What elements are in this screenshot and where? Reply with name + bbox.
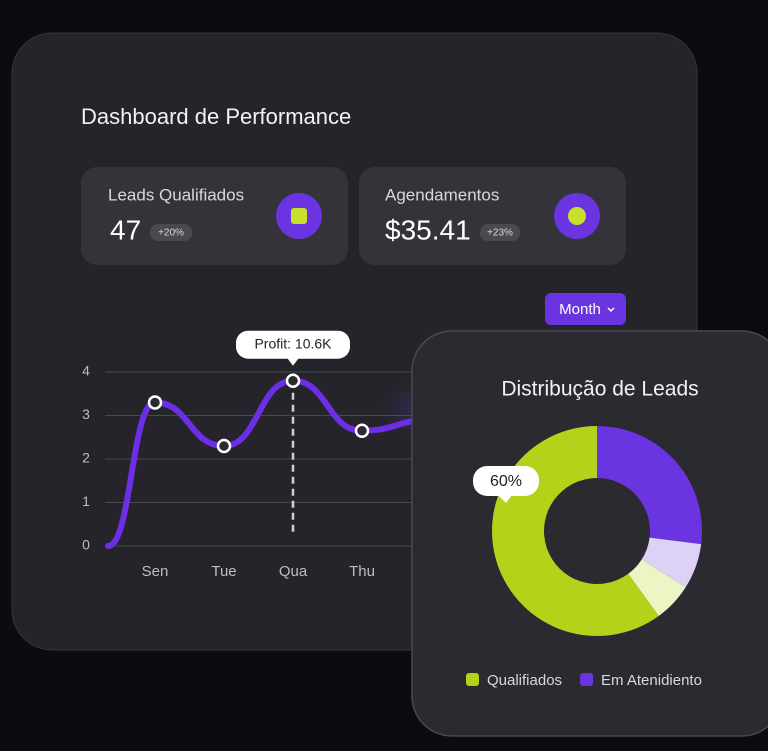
legend-swatch [466, 673, 479, 686]
tooltip [236, 330, 350, 359]
kpi-label: Agendamentos [385, 185, 499, 204]
kpi-card [359, 167, 626, 265]
value-label-pointer [498, 495, 512, 503]
donut-slice [628, 559, 686, 616]
y-tick-label: 3 [82, 406, 90, 422]
donut-slice [597, 426, 702, 545]
kpi-card [81, 167, 348, 265]
donut-title: Distribução de Leads [501, 378, 698, 401]
x-tick-label: Tue [211, 563, 236, 580]
donut-slice [641, 537, 702, 588]
x-tick-label: Qua [279, 563, 308, 580]
x-tick-label: Sen [142, 563, 169, 580]
dropdown-caret [607, 307, 615, 313]
legend-label: Em Atenidiento [601, 672, 702, 689]
month-button[interactable] [545, 293, 626, 325]
y-tick-label: 1 [82, 493, 90, 509]
line-chart: 0 1 2 3 4 Sen Tue Qua Thu Profit: 10.6K [82, 330, 434, 580]
kpi-value: 47 [110, 214, 141, 245]
kpi-change: +20% [158, 228, 184, 239]
y-tick-label: 2 [82, 450, 90, 466]
leads-card [411, 330, 768, 737]
x-tick-label: Thu [349, 563, 375, 580]
donut-chart: 60% Qualifiados Em Atenidiento [466, 426, 702, 689]
point [216, 438, 232, 454]
kpi-badge [150, 224, 192, 241]
kpi-badge [480, 224, 520, 241]
dashboard-title: Dashboard de Performance [81, 104, 351, 129]
kpi-icon-glyph [568, 207, 586, 225]
legend-swatch [580, 673, 594, 686]
point [354, 423, 370, 438]
value-label: 60% [490, 473, 522, 490]
kpi-value: $35.41 [385, 214, 471, 245]
y-tick-label: 0 [82, 537, 90, 553]
value-label-box [473, 466, 539, 496]
tooltip-pointer [287, 357, 299, 366]
tooltip-label: Profit: 10.6K [254, 335, 332, 351]
legend-label: Qualifiados [487, 672, 562, 689]
point [147, 395, 163, 410]
kpi-label: Leads Qualifiados [108, 185, 244, 204]
y-tick-label: 4 [82, 363, 90, 379]
month-button-label[interactable]: Month [559, 301, 601, 318]
kpi-change: +23% [487, 228, 513, 239]
point [285, 373, 301, 388]
kpi-icon-glyph [291, 208, 307, 224]
